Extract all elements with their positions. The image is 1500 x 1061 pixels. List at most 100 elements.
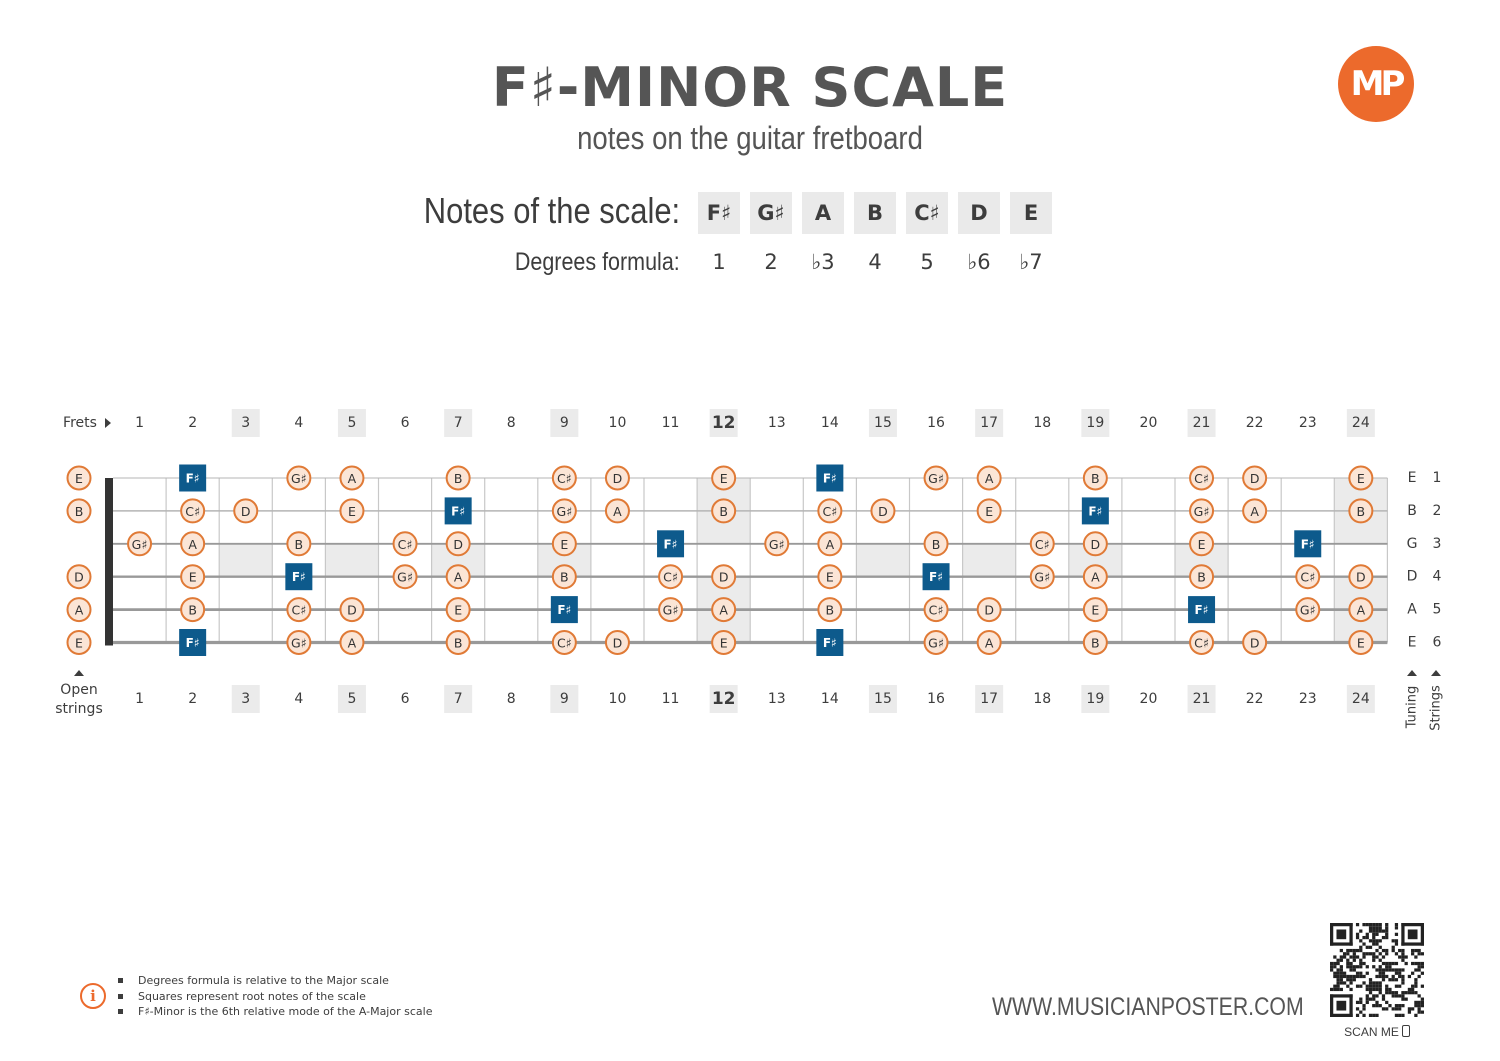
scale-note-label: D: [241, 504, 251, 519]
qr-module: [1401, 997, 1405, 1001]
qr-module: [1372, 965, 1376, 969]
qr-module: [1342, 952, 1347, 956]
qr-module: [1378, 923, 1382, 927]
fret-number: 24: [1352, 691, 1370, 707]
qr-module: [1414, 1013, 1418, 1017]
qr-module: [1385, 1007, 1389, 1011]
qr-module: [1420, 1004, 1424, 1008]
fret-number: 12: [712, 689, 736, 709]
fret-number: 16: [927, 691, 945, 707]
fret-number-marker: [444, 685, 473, 713]
qr-module: [1401, 978, 1405, 982]
website-link[interactable]: WWW.MUSICIANPOSTER.COM: [992, 993, 1304, 1021]
root-note: [816, 464, 844, 492]
scale-note-marker: [604, 630, 630, 655]
scale-note-marker: [658, 597, 684, 623]
qr-module: [1388, 991, 1392, 995]
fret-number-marker: [1081, 685, 1110, 713]
qr-module: [1368, 952, 1373, 956]
qr-module: [1414, 961, 1418, 966]
qr-module: [1401, 958, 1405, 962]
qr-module: [1336, 1000, 1347, 1011]
qr-module: [1359, 971, 1363, 975]
info-note: F♯-Minor is the 6th relative mode of the…: [118, 1004, 432, 1020]
qr-module: [1398, 1007, 1402, 1011]
qr-code[interactable]: [1330, 923, 1424, 1017]
scale-note-label: C♯: [185, 504, 200, 519]
qr-module: [1378, 945, 1382, 949]
qr-module: [1368, 1013, 1373, 1017]
qr-module: [1385, 926, 1389, 930]
scale-note-marker: [817, 531, 843, 557]
qr-module: [1411, 991, 1415, 995]
qr-module: [1365, 1000, 1369, 1005]
scale-note-marker: [764, 531, 790, 557]
scale-note-label: E: [189, 570, 197, 585]
qr-module: [1349, 994, 1353, 1017]
qr-module: [1362, 1007, 1366, 1011]
open-strings-label: strings: [55, 701, 102, 717]
qr-module: [1420, 923, 1424, 946]
fret-number: 10: [609, 415, 627, 431]
qr-module: [1365, 935, 1369, 940]
fret-number: 9: [560, 415, 569, 431]
root-note: [922, 563, 950, 591]
qr-module: [1378, 991, 1382, 995]
qr-module: [1385, 961, 1389, 966]
qr-module: [1401, 991, 1405, 995]
qr-module: [1333, 984, 1337, 988]
scale-note-marker: [551, 630, 577, 655]
qr-module: [1342, 981, 1347, 985]
scale-note-label: D: [453, 537, 463, 552]
qr-module: [1349, 948, 1353, 953]
qr-module: [1349, 965, 1353, 969]
qr-module: [1359, 1010, 1363, 1014]
qr-module: [1359, 948, 1363, 953]
scale-note-label: D: [1250, 636, 1260, 651]
scale-note-marker: [66, 564, 92, 590]
brand-logo[interactable]: MP: [1338, 46, 1414, 122]
qr-module: [1352, 965, 1356, 969]
scale-note: E: [1010, 192, 1052, 234]
scale-note-marker: [1029, 531, 1055, 557]
scale-note-marker: [976, 465, 1002, 491]
qr-module: [1362, 961, 1366, 966]
qr-module: [1414, 1000, 1418, 1005]
qr-module: [1365, 965, 1369, 969]
scale-note-marker: [445, 531, 471, 557]
fret-number-marker: [1187, 685, 1216, 713]
scale-note-marker: [817, 498, 843, 524]
scale-note-label: B: [1091, 471, 1100, 486]
qr-module: [1381, 948, 1386, 953]
fret-number: 13: [768, 415, 786, 431]
fret-number: 17: [980, 691, 998, 707]
qr-module: [1378, 987, 1382, 992]
scale-note-label: E: [560, 537, 568, 552]
qr-module: [1372, 932, 1376, 936]
scale-note-marker: [1082, 597, 1108, 623]
qr-module: [1394, 971, 1399, 975]
scale-note-label: B: [1357, 504, 1366, 519]
qr-module: [1355, 1007, 1360, 1011]
scale-note-marker: [1189, 564, 1215, 590]
qr-module: [1349, 987, 1353, 992]
scale-note-label: G♯: [1194, 504, 1210, 519]
root-note-label: F♯: [823, 472, 837, 486]
qr-module: [1359, 939, 1363, 943]
qr-module: [1420, 984, 1424, 988]
string-tuning: B: [1407, 503, 1417, 519]
scale-note-label: E: [75, 636, 83, 651]
qr-module: [1420, 971, 1424, 975]
qr-module: [1391, 978, 1395, 982]
qr-module: [1349, 923, 1353, 946]
scale-note-marker: [1242, 630, 1268, 655]
qr-module: [1375, 923, 1379, 927]
scale-note-marker: [445, 597, 471, 623]
qr-module: [1333, 987, 1337, 992]
qr-module: [1385, 935, 1389, 940]
fret-number: 1: [135, 415, 144, 431]
fret-number-marker: [337, 409, 366, 437]
qr-module: [1362, 923, 1366, 927]
open-strings-label: Open: [60, 682, 97, 698]
qr-module: [1407, 1010, 1412, 1014]
